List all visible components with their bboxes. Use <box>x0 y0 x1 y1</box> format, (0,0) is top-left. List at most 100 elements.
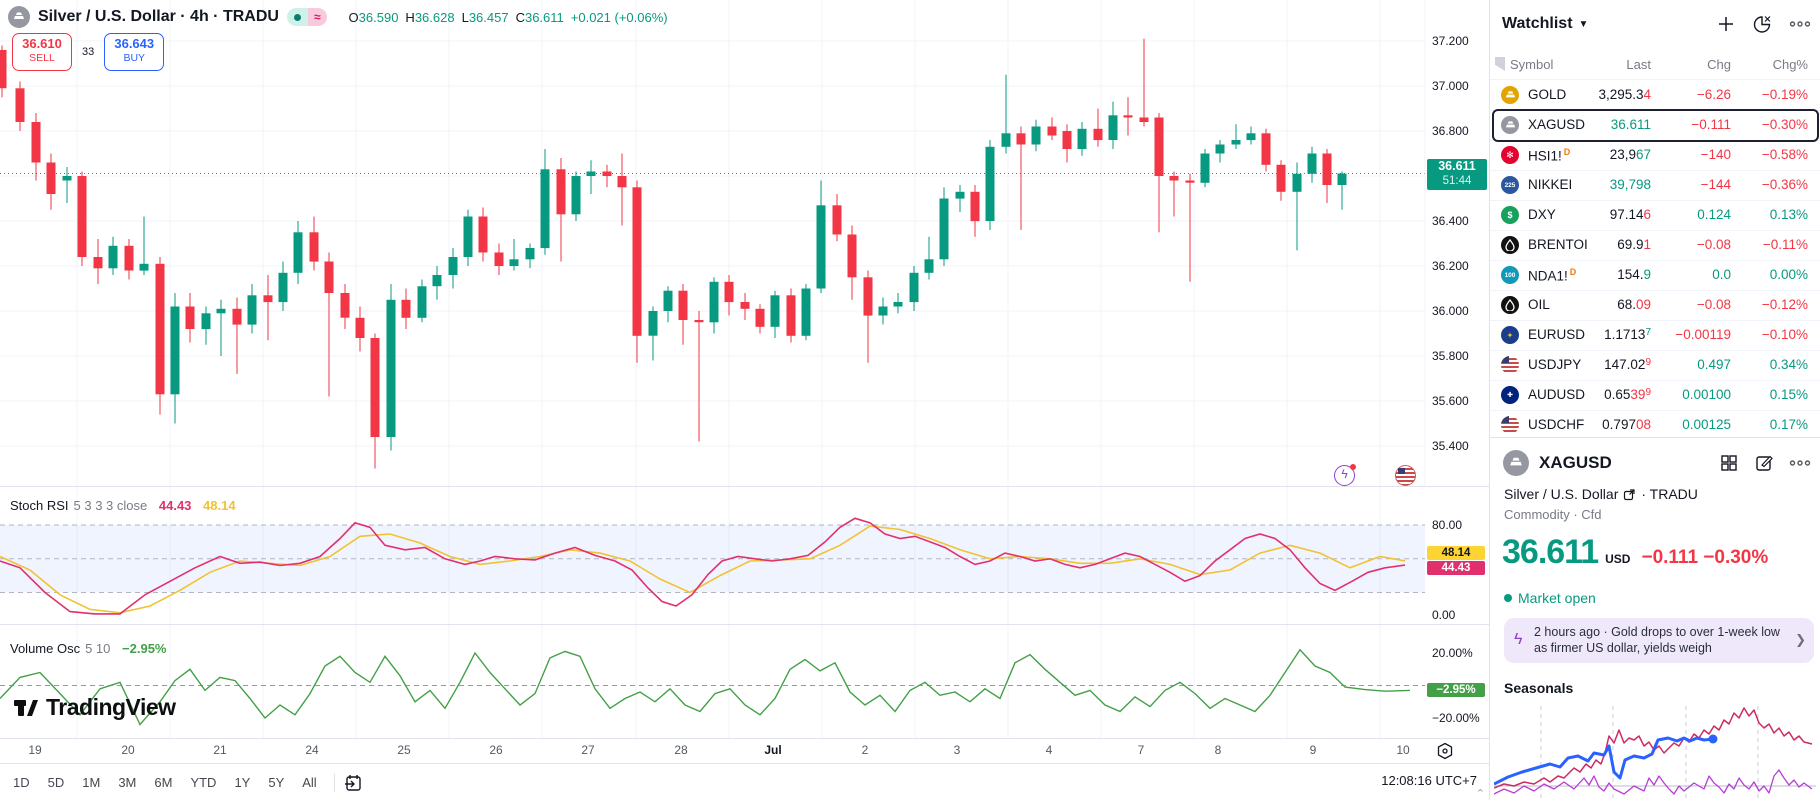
row-chg: −0.08 <box>1696 237 1731 252</box>
time-tick: 10 <box>1396 743 1410 757</box>
watchlist-row-oil[interactable]: OIL 68.09 −0.08 −0.12% <box>1490 290 1820 321</box>
watchlist-title[interactable]: Watchlist <box>1502 15 1573 32</box>
buy-button[interactable]: 36.643 BUY <box>104 33 165 71</box>
time-tick: 19 <box>28 743 42 757</box>
row-chg: −0.08 <box>1696 297 1731 312</box>
col-symbol: Symbol <box>1510 57 1554 72</box>
detail-description[interactable]: Silver / U.S. Dollar <box>1504 486 1619 502</box>
range-button-5y[interactable]: 5Y <box>268 775 285 790</box>
row-symbol: DXY <box>1528 207 1556 222</box>
price-tick: 36.800 <box>1432 124 1469 138</box>
time-axis[interactable]: 19 20 21 24 25 26 27 28 Jul 2 3 4 7 8 9 10 <box>0 738 1489 764</box>
volume-osc-pane-chart[interactable] <box>0 625 1489 738</box>
detail-change: −0.111 −0.30% <box>1641 547 1769 568</box>
time-tick: 27 <box>581 743 595 757</box>
volume-osc-legend[interactable]: Volume Osc 5 10 −2.95% <box>10 641 167 656</box>
seasonals-title: Seasonals <box>1504 680 1574 696</box>
row-chgp: 0.13% <box>1769 207 1808 222</box>
range-button-1y[interactable]: 1Y <box>234 775 251 790</box>
row-chg: −144 <box>1700 177 1731 192</box>
symbol-title[interactable]: Silver / U.S. Dollar · 4h · TRADU <box>38 8 279 25</box>
news-headline: 2 hours ago · Gold drops to over 1-week … <box>1534 625 1780 639</box>
range-button-3m[interactable]: 3M <box>118 775 137 790</box>
sell-price: 36.610 <box>22 36 62 51</box>
watchlist-row-hsi1[interactable]: ✻ HSI1! D 23,967 −140 −0.58% <box>1490 140 1820 171</box>
chart-region: 37.200 37.000 36.800 36.400 36.200 36.000 35.8… <box>0 0 1489 800</box>
time-tick: 4 <box>1045 743 1053 757</box>
symbol-logo-icon <box>1501 236 1519 254</box>
range-button-1m[interactable]: 1M <box>82 775 101 790</box>
portfolio-pie-icon[interactable] <box>1752 14 1773 35</box>
symbol-logo-icon: $ <box>1501 206 1519 224</box>
chevron-down-icon[interactable]: ▼ <box>1578 18 1589 30</box>
stoch-tick: 0.00 <box>1432 608 1456 622</box>
news-card[interactable]: ϟ 2 hours ago · Gold drops to over 1-wee… <box>1504 618 1814 663</box>
right-sidebar: Watchlist ▼ Symbol Last Chg Chg% GOLD 3,2… <box>1489 0 1820 801</box>
price-tick: 37.200 <box>1432 34 1469 48</box>
row-chgp: −0.19% <box>1761 87 1808 102</box>
row-symbol: NDA1! D <box>1528 267 1577 284</box>
axis-settings-icon[interactable] <box>1436 742 1454 760</box>
time-tick: 21 <box>213 743 227 757</box>
price-tick: 35.400 <box>1432 439 1469 453</box>
range-button-ytd[interactable]: YTD <box>190 775 217 790</box>
watchlist-row-brentoi[interactable]: BRENTOI 69.91 −0.08 −0.11% <box>1490 230 1820 261</box>
bottom-toolbar: 1D 5D 1M 3M 6M YTD 1Y 5Y All 12:08:16 UTC+7 <box>0 763 1489 801</box>
compose-note-icon[interactable] <box>1754 453 1774 473</box>
row-chgp: 0.17% <box>1769 417 1808 432</box>
row-chgp: 0.34% <box>1769 357 1808 372</box>
sell-button[interactable]: 36.610 SELL <box>12 33 72 71</box>
watchlist-row-gold[interactable]: GOLD 3,295.34 −6.26 −0.19% <box>1490 80 1820 111</box>
stoch-tick: 80.00 <box>1432 518 1463 532</box>
market-status-pill[interactable]: ≈ <box>286 8 327 26</box>
news-flash-event-icon[interactable]: ϟ <box>1334 464 1356 486</box>
session-clock[interactable]: 12:08:16 UTC+7 <box>1381 773 1477 788</box>
stoch-rsi-pane-chart[interactable] <box>0 487 1489 625</box>
go-to-date-icon[interactable] <box>343 773 363 793</box>
add-symbol-icon[interactable] <box>1716 14 1736 34</box>
watchlist-row-nikkei[interactable]: 225 NIKKEI 39,798 −144 −0.36% <box>1490 170 1820 201</box>
detail-currency: USD <box>1605 552 1631 566</box>
range-button-all[interactable]: All <box>302 775 317 790</box>
row-last: 147.029 <box>1604 357 1651 372</box>
layout-grid-icon[interactable] <box>1719 453 1739 473</box>
row-chgp: 0.00% <box>1769 267 1808 282</box>
more-options-icon[interactable] <box>1789 19 1811 29</box>
external-link-icon[interactable] <box>1623 488 1636 501</box>
range-button-6m[interactable]: 6M <box>154 775 173 790</box>
detail-last-price: 36.611 <box>1502 533 1599 571</box>
tradingview-logo[interactable]: TradingView <box>13 694 176 721</box>
symbol-logo-icon: ✻ <box>1501 146 1519 164</box>
row-last: 0.65399 <box>1604 387 1651 402</box>
watchlist-row-audusd[interactable]: ✚ AUDUSD 0.65399 0.00100 0.15% <box>1490 380 1820 411</box>
watchlist-row-dxy[interactable]: $ DXY 97.146 0.124 0.13% <box>1490 200 1820 231</box>
price-tick: 36.200 <box>1432 259 1469 273</box>
symbol-icon[interactable] <box>8 6 30 28</box>
us-flag-event-icon[interactable] <box>1395 465 1416 486</box>
row-last: 69.91 <box>1617 237 1651 252</box>
seasonals-chart[interactable] <box>1494 698 1816 801</box>
chevron-right-icon[interactable]: ❯ <box>1795 632 1806 647</box>
watchlist-columns[interactable]: Symbol Last Chg Chg% <box>1490 53 1820 80</box>
row-chg: −140 <box>1700 147 1731 162</box>
collapse-arrow-icon[interactable]: ⌃ <box>1475 788 1485 800</box>
watchlist-row-usdchf[interactable]: USDCHF 0.79708 0.00125 0.17% <box>1490 410 1820 437</box>
row-symbol: EURUSD <box>1528 327 1586 342</box>
range-button-1d[interactable]: 1D <box>13 775 30 790</box>
detail-more-icon[interactable] <box>1789 458 1811 468</box>
order-panel: 36.610 SELL 33 36.643 BUY <box>12 33 165 71</box>
price-tick: 35.800 <box>1432 349 1469 363</box>
watchlist-row-usdjpy[interactable]: USDJPY 147.029 0.497 0.34% <box>1490 350 1820 381</box>
time-tick: 8 <box>1214 743 1222 757</box>
time-tick: 3 <box>953 743 961 757</box>
range-button-5d[interactable]: 5D <box>47 775 65 790</box>
stoch-rsi-legend[interactable]: Stoch RSI 5 3 3 3 close 44.43 48.14 <box>10 498 236 513</box>
stoch-k-axis-badge: 44.43 <box>1427 561 1485 575</box>
price-pane-chart[interactable] <box>0 0 1489 487</box>
detail-instrument-type: Commodity · Cfd <box>1504 507 1602 522</box>
watchlist-row-xagusd[interactable]: XAGUSD 36.611 −0.111 −0.30% <box>1490 110 1820 141</box>
row-last: 3,295.34 <box>1598 87 1651 102</box>
watchlist-row-eurusd[interactable]: ✦ EURUSD 1.17137 −0.00119 −0.10% <box>1490 320 1820 351</box>
watchlist-row-nda1[interactable]: 100 NDA1! D 154.9 0.0 0.00% <box>1490 260 1820 291</box>
symbol-logo-icon <box>1501 416 1519 434</box>
